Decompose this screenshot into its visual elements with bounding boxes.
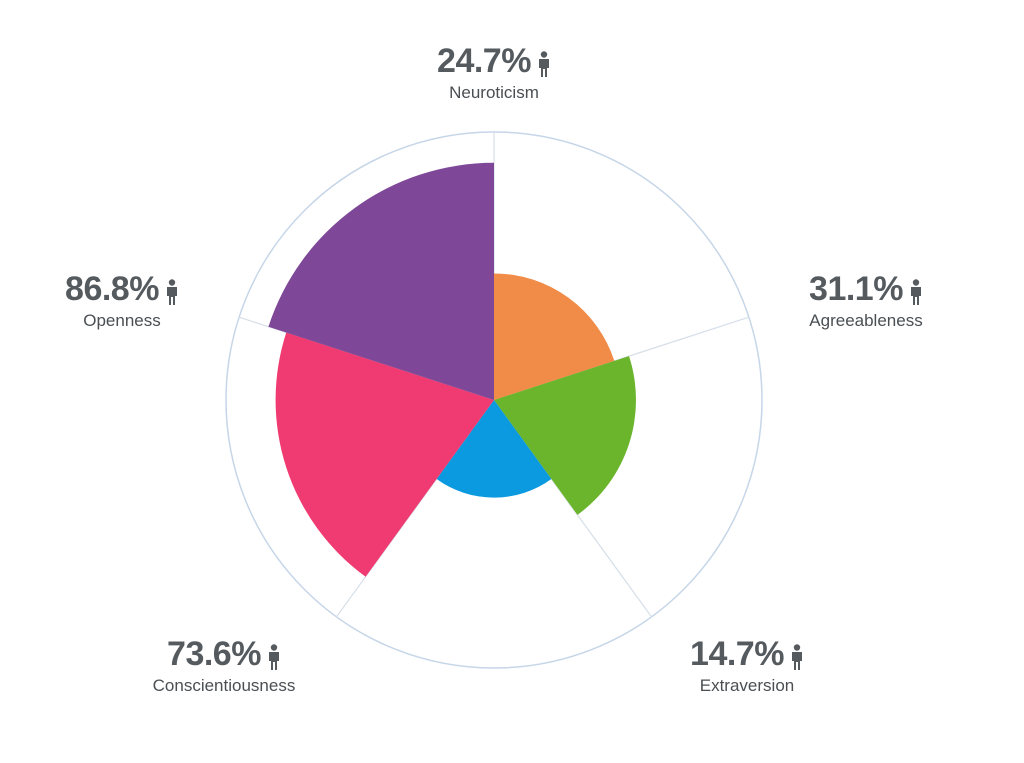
category-label: Conscientiousness — [152, 676, 296, 695]
wedge-extraversion[interactable] — [436, 400, 552, 498]
wedge-agreeableness[interactable] — [494, 356, 636, 515]
person-icon — [538, 50, 549, 77]
label-conscientiousness: 73.6% Conscientiousness — [124, 635, 324, 696]
data-wedges — [268, 162, 636, 577]
category-label: Neuroticism — [449, 83, 539, 102]
label-agreeableness: 31.1% Agreeableness — [766, 270, 966, 331]
person-icon — [910, 278, 921, 305]
value-label: 14.7% — [690, 635, 784, 673]
category-label: Openness — [83, 311, 161, 330]
value-label: 24.7% — [437, 42, 531, 80]
label-extraversion: 14.7% Extraversion — [647, 635, 847, 696]
wedge-neuroticism[interactable] — [494, 273, 615, 400]
value-label: 31.1% — [809, 270, 903, 308]
label-openness: 86.8% Openness — [22, 270, 222, 331]
value-label: 86.8% — [65, 270, 159, 308]
label-neuroticism: 24.7% Neuroticism — [394, 42, 594, 103]
person-icon — [166, 278, 177, 305]
person-icon — [268, 643, 279, 670]
category-label: Extraversion — [699, 676, 795, 695]
wedge-openness[interactable] — [268, 162, 494, 400]
value-label: 73.6% — [167, 635, 261, 673]
wedge-conscientiousness[interactable] — [275, 332, 494, 577]
person-icon — [791, 643, 802, 670]
category-label: Agreeableness — [809, 311, 923, 330]
